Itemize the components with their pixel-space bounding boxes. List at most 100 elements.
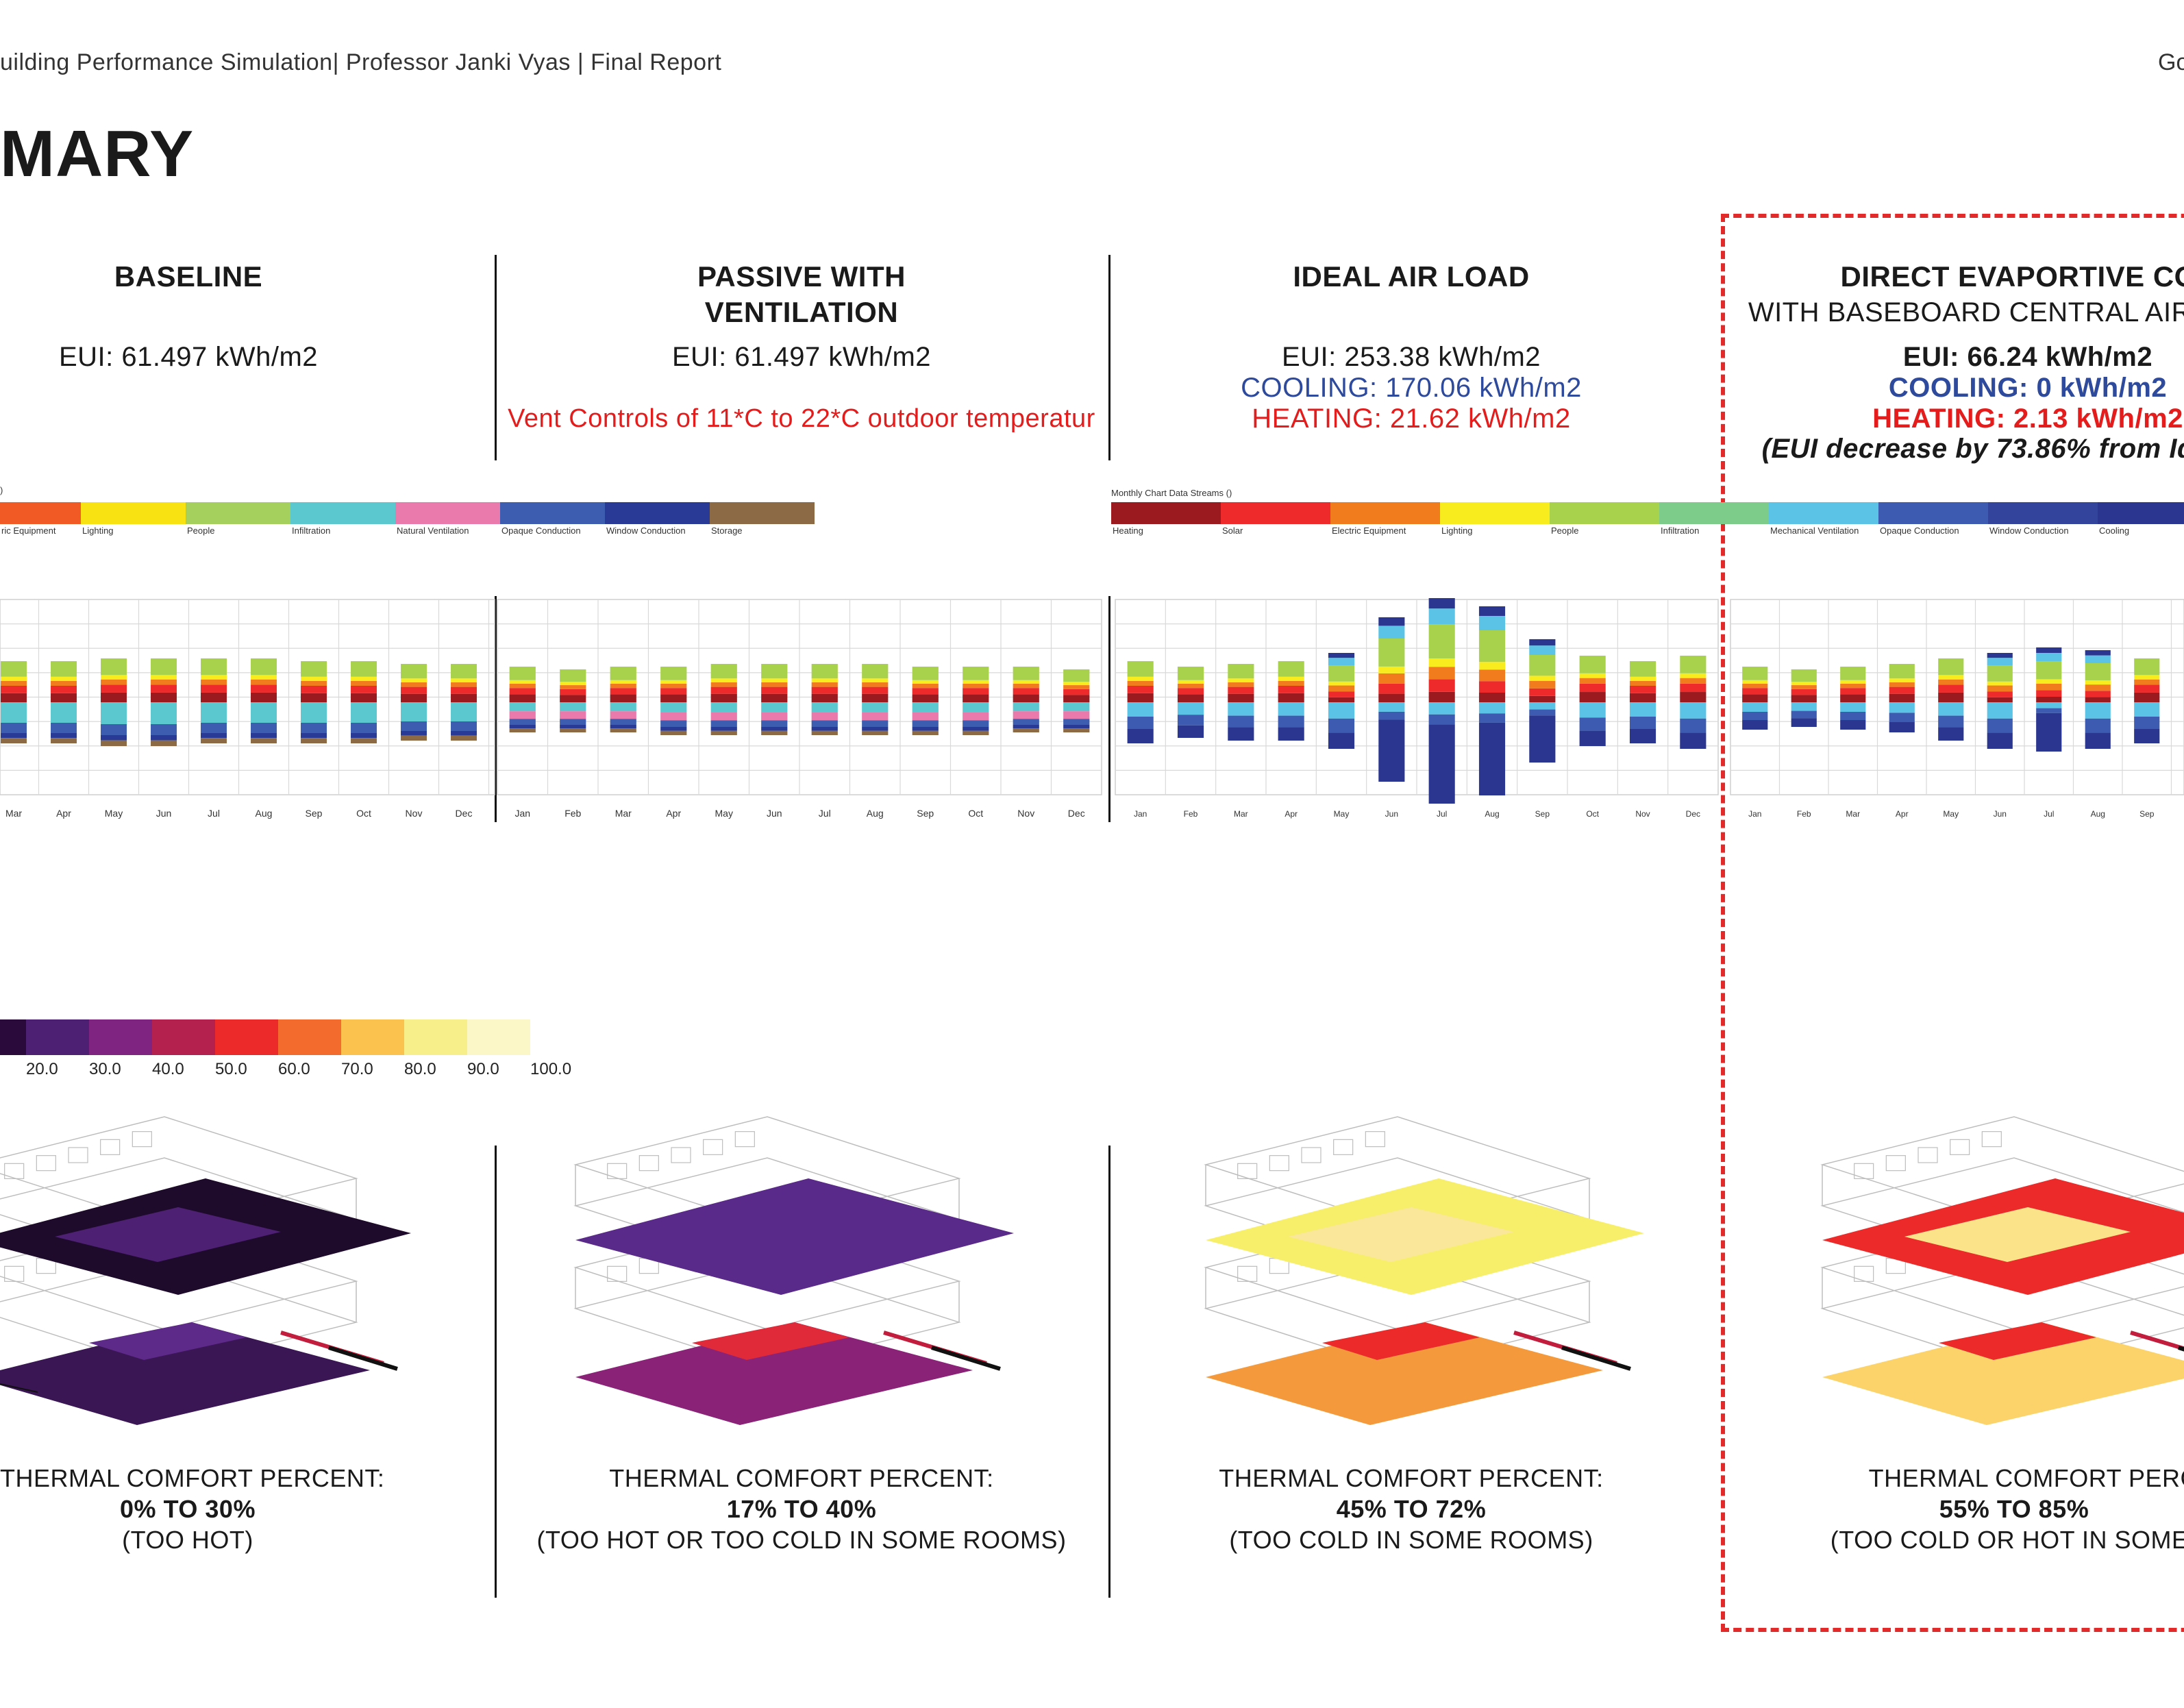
tick-label: May	[105, 808, 123, 819]
bar-segment	[101, 692, 127, 702]
scale-tick-label: 40.0	[152, 1060, 184, 1078]
bar-segment	[1680, 732, 1707, 749]
bar-segment	[2085, 663, 2111, 681]
bar-segment	[660, 730, 687, 735]
bar-segment	[1938, 727, 1964, 741]
bar-segment	[1742, 688, 1768, 695]
bar-segment	[151, 675, 177, 680]
bar-segment	[51, 686, 77, 693]
legend-strip	[328, 1346, 398, 1371]
bar-segment	[1228, 682, 1254, 687]
bar-segment	[761, 720, 788, 727]
bar-segment	[1013, 702, 1039, 712]
bar-segment	[710, 720, 737, 727]
bar-segment	[610, 725, 636, 729]
tick-label: Dec	[456, 808, 473, 819]
bar-segment	[560, 719, 586, 725]
comfort-note: (TOO COLD OR HOT IN SOME RO	[1830, 1526, 2184, 1554]
bar-segment	[1328, 681, 1355, 686]
bar-segment	[963, 712, 989, 721]
bar-segment	[710, 702, 737, 713]
bar-segment	[301, 680, 327, 686]
bar-segment	[1629, 676, 1656, 681]
bar-segment	[1428, 624, 1455, 659]
legend-right-title: Monthly Chart Data Streams ()	[1111, 488, 1232, 498]
bar-segment	[451, 664, 477, 679]
bar-segment	[1529, 676, 1556, 681]
tick-label: Jun	[767, 808, 782, 819]
bar-segment	[1680, 702, 1707, 719]
legend-swatch-opaque-conduction	[1878, 502, 1988, 524]
bar-segment	[1228, 715, 1254, 728]
column-eui-ideal-air: EUI: 253.38 kWh/m2	[1281, 342, 1541, 372]
bar-segment	[251, 738, 277, 743]
window	[1981, 1131, 2002, 1148]
bar-segment	[811, 727, 838, 731]
tick-label: Oct	[1586, 809, 1599, 819]
bar-segment	[1013, 725, 1039, 729]
bar-segment	[301, 661, 327, 677]
bar-segment	[862, 693, 889, 702]
bar-segment	[1889, 702, 1915, 713]
tick-label: Mar	[1234, 809, 1248, 819]
bar-segment	[301, 723, 327, 733]
bar-segment	[1428, 608, 1455, 624]
bar-segment	[1013, 728, 1039, 732]
bar-segment	[963, 688, 989, 695]
bar-segment	[1791, 689, 1817, 695]
bar-segment	[1579, 702, 1606, 718]
legend-swatch-mechanical-ventilation	[1769, 502, 1878, 524]
bar-segment	[1529, 639, 1556, 646]
bar-segment	[660, 694, 687, 702]
bar-segment	[1177, 715, 1204, 726]
bar-segment	[811, 682, 838, 687]
bar-segment	[1278, 661, 1304, 677]
bar-segment	[1938, 702, 1964, 716]
bar-segment	[1680, 673, 1707, 678]
bar-segment	[2085, 650, 2111, 656]
bar-segment	[251, 733, 277, 739]
bar-segment	[1938, 658, 1964, 676]
window	[1918, 1147, 1938, 1163]
bar-segment	[1529, 702, 1556, 710]
bar-segment	[1987, 697, 2013, 702]
bar-segment	[1328, 718, 1355, 733]
bar-segment	[660, 720, 687, 727]
bar-segment	[1742, 712, 1768, 720]
column-title-passive: PASSIVE WITH VENTILATION	[521, 259, 1082, 330]
bar-segment	[1378, 666, 1405, 673]
legend-label: Heating	[1113, 525, 1143, 536]
bar-segment	[1889, 678, 1915, 682]
bar-segment	[1177, 688, 1204, 695]
bar-segment	[2085, 680, 2111, 685]
bar-segment	[1889, 713, 1915, 722]
bar-segment	[1987, 685, 2013, 692]
tick-label: Jan	[1748, 809, 1761, 819]
bar-segment	[1629, 661, 1656, 677]
comfort-note: (TOO HOT)	[122, 1526, 253, 1554]
legend-swatch-solar	[1221, 502, 1330, 524]
tick-label: Jul	[1437, 809, 1447, 819]
chart-panel-2: Jan Feb Mar Apr May Jun Jul Aug Sep Oct Nov Dec	[497, 599, 1102, 819]
bar-segment	[1428, 658, 1455, 667]
legend-swatch-storage	[710, 502, 815, 524]
bar-segment	[1228, 693, 1254, 702]
bar-segment	[401, 721, 427, 731]
bar-segment	[1378, 711, 1405, 720]
bar-segment	[1478, 702, 1506, 714]
comfort-label: THERMAL COMFORT PERCENT:	[0, 1464, 385, 1492]
divider-2-bottom	[1108, 1146, 1110, 1598]
bar-segment	[509, 702, 536, 712]
scale-tick-label: 60.0	[278, 1060, 310, 1078]
bar-segment	[201, 692, 227, 702]
bar-segment	[1127, 693, 1154, 702]
window	[1237, 1265, 1258, 1282]
bar-segment	[151, 658, 177, 676]
comfort-label: THERMAL COMFORT PERCENT:	[1219, 1464, 1604, 1492]
bar-segment	[1478, 693, 1506, 702]
bar-segment	[201, 738, 227, 743]
wireframe-outline	[1820, 1116, 2184, 1227]
bar-segment	[660, 683, 687, 689]
bar-segment	[151, 735, 177, 741]
tick-label: Feb	[1797, 809, 1811, 819]
